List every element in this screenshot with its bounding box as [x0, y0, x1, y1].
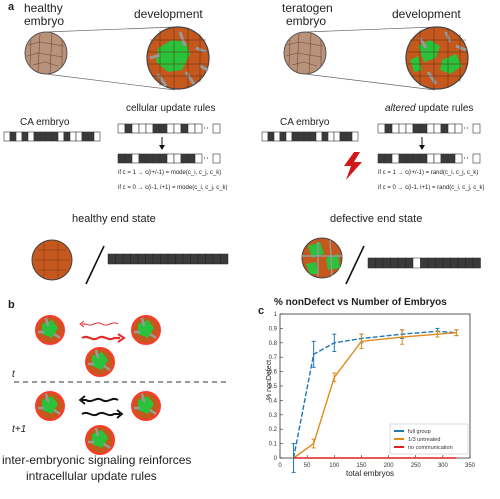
- chart-x-label: total embryos: [346, 469, 395, 478]
- healthy-rule-bottom-cell: [194, 153, 203, 164]
- teratogen-rule-end-top: [472, 123, 481, 134]
- y-tick-label: 0.8: [269, 341, 278, 347]
- healthy-end-state-title: healthy end state: [72, 213, 156, 225]
- healthy-ca-strip-cell: [93, 131, 101, 142]
- x-tick-label: 250: [411, 463, 422, 469]
- teratogen-rule-end-bottom: [472, 153, 481, 164]
- teratogen-embryo-title-2: embryo: [286, 14, 327, 28]
- healthy-large-embryo: [146, 26, 210, 90]
- y-tick-label: 0.2: [269, 427, 278, 433]
- panel-b-caption-2: intracellular update rules: [26, 469, 157, 483]
- teratogen-rule-top-cell: [454, 123, 463, 134]
- healthy-rule-arrowhead: [159, 145, 165, 150]
- healthy-rule-top-cell: [194, 123, 203, 134]
- legend-label-no-communication: no communication: [408, 445, 453, 451]
- teratogen-rule-1: if c = 1 → c(i+/-1) = rand(c_i, c_j, c_k…: [378, 170, 479, 176]
- healthy-end-strip-cell: [220, 253, 229, 265]
- healthy-rules-title: cellular update rules: [126, 103, 216, 114]
- x-tick-label: 200: [384, 463, 395, 469]
- healthy-ca-embryo-label: CA embryo: [20, 117, 70, 128]
- panel-b-figure: [14, 314, 226, 456]
- x-tick-label: 0: [278, 463, 282, 469]
- panel-a-label: a: [8, 1, 15, 13]
- panel-b-label: b: [8, 299, 15, 311]
- chart-title: % nonDefect vs Number of Embryos: [274, 297, 447, 308]
- defective-end-strip-cell: [472, 257, 481, 269]
- x-tick-label: 50: [304, 463, 311, 469]
- y-tick-label: 0: [274, 456, 278, 462]
- y-tick-label: 0.6: [269, 370, 278, 376]
- x-tick-label: 300: [438, 463, 449, 469]
- teratogen-development-title: development: [392, 7, 461, 21]
- teratogen-embryo-title-1: teratogen: [282, 1, 333, 15]
- time-t1-label: t+1: [12, 424, 27, 435]
- ca-strips-figure: [3, 123, 481, 164]
- y-tick-label: 0.1: [269, 442, 278, 448]
- healthy-embryo-title-2: embryo: [24, 14, 65, 28]
- time-t-label: t: [12, 369, 15, 380]
- teratogen-rules-title: altered update rules: [385, 104, 473, 114]
- x-tick-label: 100: [329, 463, 340, 469]
- y-tick-label: 0.3: [269, 413, 278, 419]
- altered-word: altered: [385, 103, 416, 114]
- y-tick-label: 0.5: [269, 384, 278, 390]
- teratogen-bolt-icon: [344, 152, 362, 180]
- teratogen-large-embryo: [405, 26, 469, 90]
- y-tick-label: 0.4: [269, 398, 278, 404]
- end-states-figure: [31, 237, 481, 285]
- healthy-embryo-title-1: healthy: [24, 1, 63, 15]
- healthy-development-title: development: [134, 7, 203, 21]
- teratogen-ca-strip-cell: [351, 131, 359, 142]
- healthy-rule-end-bottom: [212, 153, 221, 164]
- teratogen-rule-2: if c = 0 → c(i-1, i+1) = rand(c_i, c_j, …: [378, 185, 485, 191]
- y-tick-label: 0.9: [269, 326, 278, 332]
- teratogen-ca-embryo-label: CA embryo: [280, 117, 330, 128]
- y-tick-label: 0.7: [269, 355, 278, 361]
- teratogen-rule-bottom-cell: [454, 153, 463, 164]
- rules-suffix: update rules: [415, 103, 474, 114]
- panel-c-label: c: [258, 305, 265, 317]
- healthy-rule-end-top: [212, 123, 221, 134]
- top-embryos-figure: [24, 26, 469, 91]
- y-tick-label: 1: [274, 312, 278, 318]
- healthy-rule-1: if c = 1 → c(i+/-1) = mode(c_i, c_j, c_k…: [118, 170, 222, 176]
- panel-b-caption-1: inter-embryonic signaling reinforces: [2, 453, 192, 467]
- defective-slash: [345, 245, 365, 285]
- healthy-rule-2: if c = 0 → c(i-1, i+1) = mode(c_i, c_j, …: [118, 185, 228, 191]
- legend-label-full-group: full group: [408, 429, 431, 435]
- x-tick-label: 350: [465, 463, 476, 469]
- teratogen-rule-arrowhead: [419, 145, 425, 150]
- legend-label-1-3-untreated: 1/3 untreated: [408, 437, 440, 443]
- defective-end-state-title: defective end state: [330, 213, 423, 225]
- x-tick-label: 150: [356, 463, 367, 469]
- healthy-slash: [85, 245, 105, 285]
